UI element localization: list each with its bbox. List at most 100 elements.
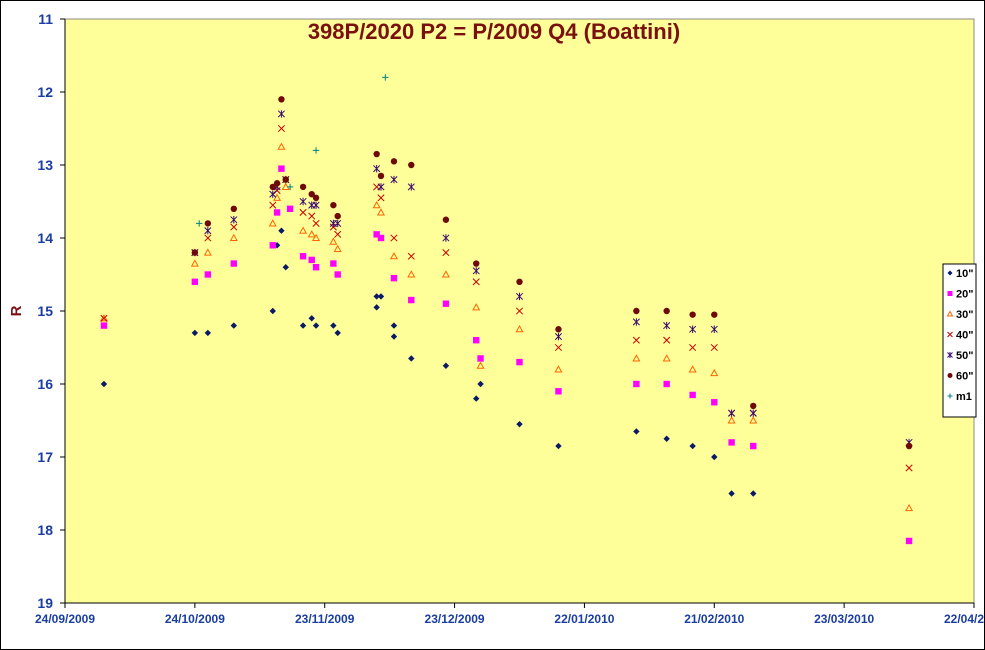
- data-point: [334, 271, 341, 278]
- legend: 10" 20" 30" 40" 50" 60" m1: [942, 263, 977, 418]
- y-axis-label: R: [8, 305, 25, 316]
- data-point: [312, 194, 320, 202]
- data-point: [390, 274, 398, 282]
- legend-label: 60": [956, 371, 973, 383]
- data-point: [334, 230, 342, 238]
- data-point: [312, 322, 320, 329]
- data-point: [632, 336, 640, 344]
- x-tick-label: 24/09/2009: [35, 612, 95, 626]
- series-5: [191, 96, 913, 450]
- data-point: [282, 176, 289, 183]
- data-point: [330, 322, 337, 329]
- data-point: [663, 321, 671, 330]
- data-point: [373, 293, 380, 300]
- data-point: [749, 409, 757, 417]
- data-point: [230, 322, 238, 329]
- data-point: [191, 278, 199, 285]
- data-point: [204, 271, 212, 278]
- data-point: [515, 307, 524, 315]
- data-point: [372, 200, 381, 209]
- legend-marker: [947, 352, 953, 358]
- data-point: [377, 293, 385, 300]
- data-point: [633, 380, 640, 388]
- data-point: [711, 311, 718, 318]
- data-point: [662, 354, 671, 362]
- y-tick-label: 17: [37, 449, 53, 465]
- data-point: [100, 380, 108, 388]
- y-tick-label: 18: [37, 522, 53, 538]
- data-point: [312, 201, 320, 209]
- x-tick-label: 21/02/2010: [684, 612, 744, 626]
- data-point: [99, 314, 109, 322]
- data-point: [307, 230, 316, 238]
- data-point: [516, 358, 523, 366]
- data-point: [555, 388, 562, 395]
- data-point: [269, 183, 276, 191]
- data-point: [477, 380, 484, 388]
- data-point: [376, 208, 386, 216]
- data-point: [389, 252, 399, 260]
- data-point: [204, 329, 212, 337]
- data-point: [203, 248, 212, 256]
- data-point: [299, 183, 307, 191]
- data-point: [308, 256, 315, 264]
- data-point: [516, 420, 523, 428]
- data-point: [286, 205, 294, 212]
- data-point: [373, 150, 380, 158]
- data-point: [472, 303, 481, 311]
- legend-label: m1: [956, 391, 972, 403]
- data-point: [473, 260, 480, 267]
- legend-item: 50": [947, 350, 973, 362]
- data-point: [204, 220, 212, 227]
- data-point: [269, 190, 277, 198]
- data-point: [905, 537, 913, 545]
- data-point: [299, 253, 307, 260]
- data-point: [905, 503, 914, 512]
- legend-box: [942, 263, 977, 418]
- data-point: [663, 435, 670, 442]
- legend-marker: [947, 393, 953, 399]
- x-tick-label: 23/12/2009: [425, 612, 485, 626]
- legend-label: 20": [956, 289, 973, 301]
- data-point: [750, 402, 757, 410]
- data-point: [390, 175, 398, 184]
- legend-item: 10": [947, 268, 973, 280]
- chart-title: 398P/2020 P2 = P/2009 Q4 (Boattini): [308, 19, 680, 44]
- data-point: [408, 296, 415, 304]
- data-point: [312, 147, 320, 154]
- data-point: [632, 354, 641, 362]
- legend-marker: [947, 270, 953, 276]
- series-1: [100, 165, 913, 545]
- data-point: [329, 237, 338, 245]
- data-point: [407, 252, 415, 260]
- data-point: [555, 326, 562, 333]
- data-point: [515, 292, 524, 301]
- data-point: [277, 110, 285, 118]
- data-point: [689, 391, 696, 399]
- series-6: [195, 74, 389, 227]
- data-point: [377, 183, 385, 191]
- data-point: [377, 194, 385, 202]
- data-point: [408, 161, 415, 169]
- data-point: [269, 201, 277, 209]
- data-point: [282, 264, 289, 271]
- data-point: [334, 219, 342, 228]
- data-point: [334, 212, 341, 220]
- data-point: [476, 361, 485, 369]
- data-point: [749, 416, 758, 424]
- data-point: [728, 490, 735, 497]
- data-point: [515, 325, 524, 333]
- y-tick-label: 13: [37, 157, 53, 173]
- data-point: [554, 343, 563, 352]
- data-point: [278, 227, 285, 234]
- data-point: [308, 191, 315, 198]
- data-point: [663, 307, 670, 315]
- data-point: [442, 234, 450, 242]
- data-point: [441, 270, 450, 278]
- data-point: [442, 300, 450, 307]
- data-point: [554, 332, 563, 341]
- data-point: [299, 322, 307, 329]
- data-point: [442, 216, 450, 223]
